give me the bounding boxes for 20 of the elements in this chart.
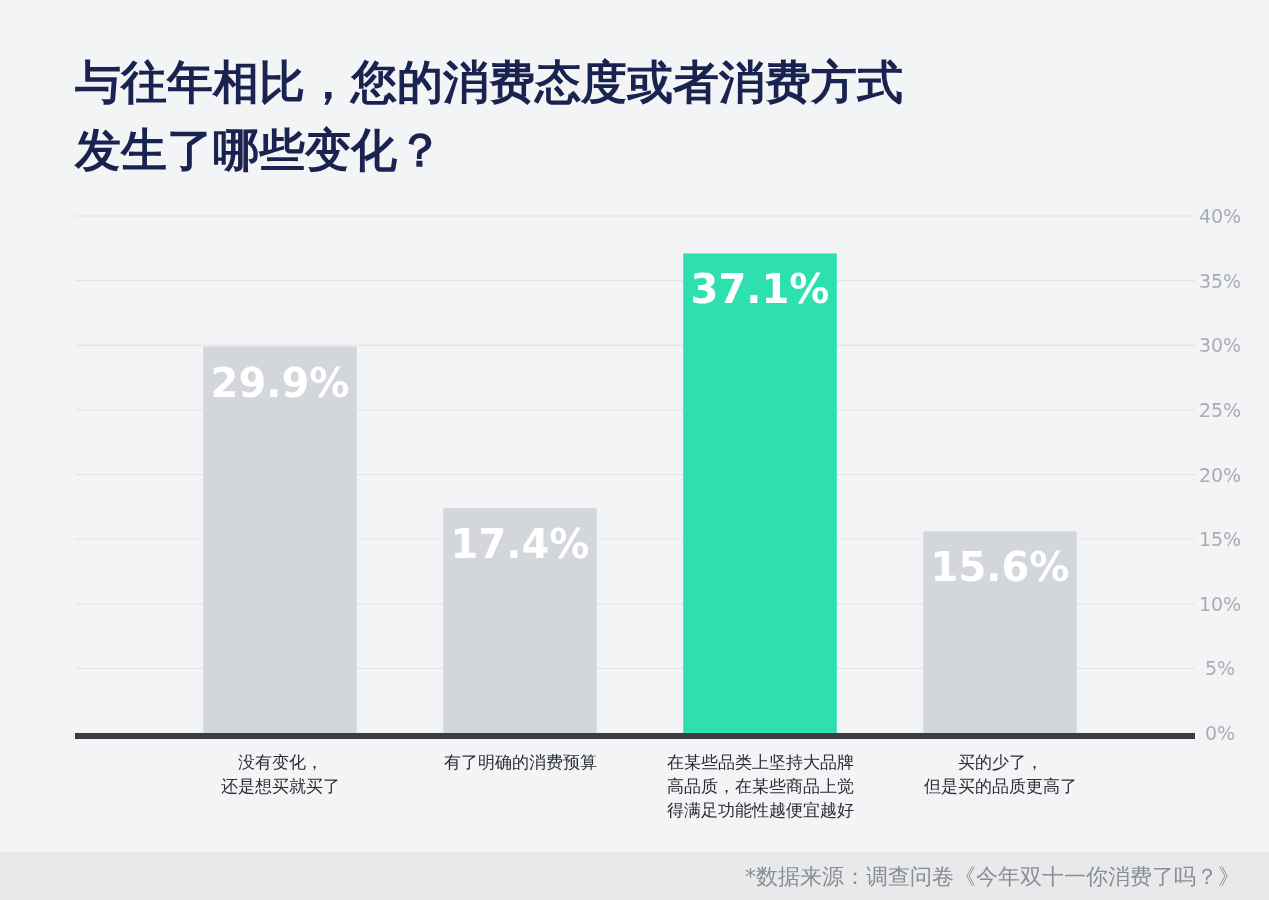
y-tick-label: 35% xyxy=(1198,269,1242,292)
text: *数据来源：调查问卷《今年双十一你消费了吗？》 xyxy=(745,864,1240,889)
y-tick-label: 25% xyxy=(1198,398,1242,421)
x-tick-label: 没有变化，还是想买就买了 xyxy=(220,752,340,796)
bar xyxy=(443,508,597,733)
y-tick-label: 30% xyxy=(1198,334,1242,357)
y-tick-label: 5% xyxy=(1204,657,1236,680)
x-tick-label: 在某些品类上坚持大品牌高品质，在某些商品上觉得满足功能性越便宜越好 xyxy=(666,752,854,820)
y-tick-label: 40% xyxy=(1198,205,1242,227)
y-tick-label: 0% xyxy=(1204,722,1236,744)
x-tick-label: 买的少了，但是买的品质更高了 xyxy=(923,752,1077,796)
chart-title: 与往年相比，您的消费态度或者消费方式发生了哪些变化？ xyxy=(74,55,903,177)
bar xyxy=(923,531,1077,733)
data-label: 37.1% xyxy=(690,266,830,313)
y-tick-label: 10% xyxy=(1198,592,1242,615)
x-tick-label: 有了明确的消费预算 xyxy=(443,752,597,772)
y-tick-label: 20% xyxy=(1198,463,1242,486)
bar xyxy=(203,346,357,733)
bar xyxy=(683,253,837,733)
y-tick-label: 15% xyxy=(1198,528,1242,551)
